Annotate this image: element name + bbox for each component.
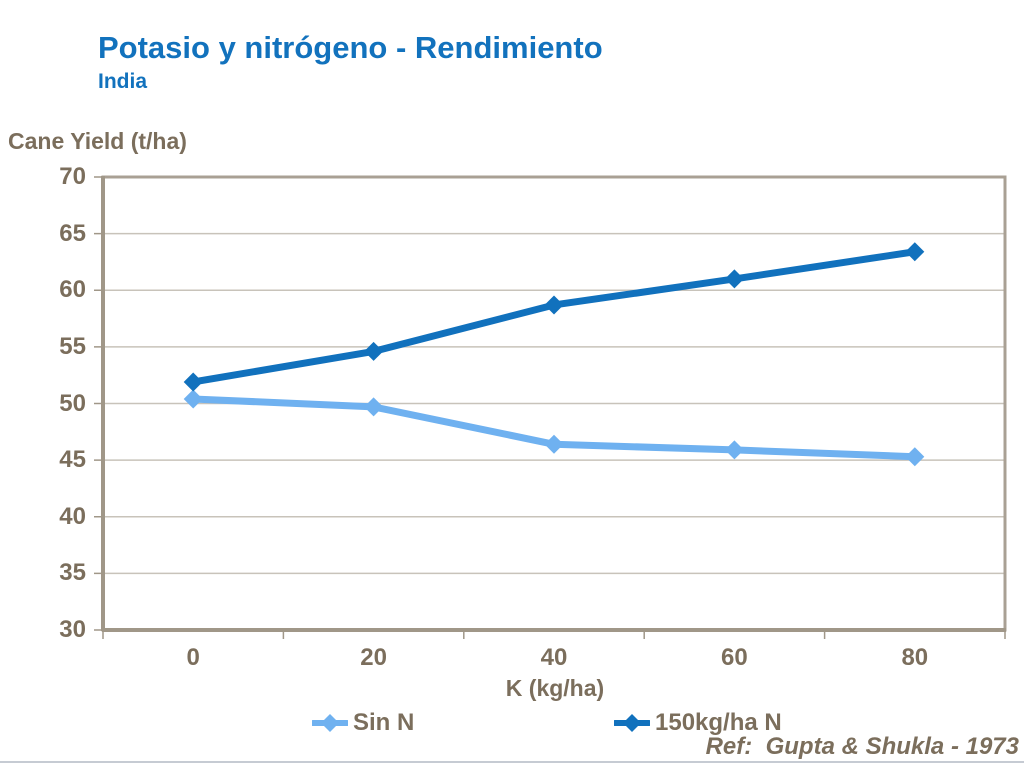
y-tick-label: 40 — [59, 502, 86, 530]
footer-divider — [0, 761, 1024, 763]
x-tick-label: 80 — [901, 644, 929, 671]
x-tick-label: 40 — [540, 644, 568, 671]
y-tick-label: 60 — [59, 276, 86, 304]
y-tick-label: 55 — [59, 332, 86, 360]
y-tick-label: 45 — [59, 446, 86, 474]
legend-item-150n: 150kg/ha N — [614, 707, 782, 739]
legend-marker-line-diamond-icon — [614, 714, 650, 732]
y-axis-title: Cane Yield (t/ha) — [8, 128, 187, 154]
legend-item-sin-n: Sin N — [312, 707, 414, 739]
reference-text: Ref: Gupta & Shukla - 1973 — [705, 733, 1019, 760]
y-tick-label: 70 — [59, 163, 86, 190]
y-tick-label: 35 — [59, 559, 86, 587]
slide-subtitle: India — [98, 70, 148, 93]
legend-label-150n: 150kg/ha N — [655, 709, 782, 736]
legend-label-sin-n: Sin N — [353, 709, 415, 736]
y-tick-label: 50 — [59, 389, 86, 417]
slide-title: Potasio y nitrógeno - Rendimiento — [98, 30, 603, 65]
legend-marker-line-diamond-icon — [312, 714, 348, 732]
x-tick-label: 0 — [186, 644, 200, 671]
x-axis-title: K (kg/ha) — [505, 675, 605, 701]
x-tick-label: 60 — [721, 644, 748, 671]
y-tick-label: 30 — [59, 616, 86, 643]
y-tick-label: 65 — [59, 219, 86, 247]
x-tick-label: 20 — [360, 644, 387, 671]
